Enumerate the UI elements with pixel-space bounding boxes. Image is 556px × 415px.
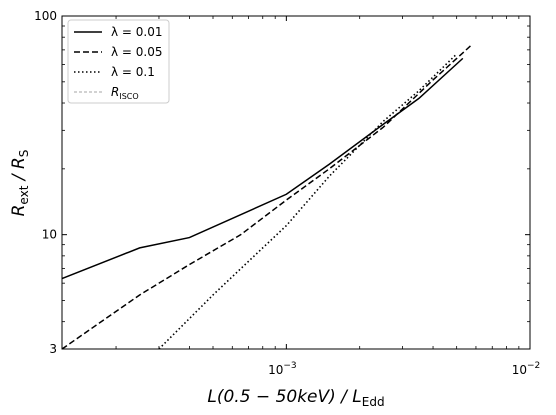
y-tick-label: 10 [42,228,57,242]
series-line-2 [61,45,472,350]
y-axis-label: Rext / RS [9,150,31,217]
ticks-layer: 10−3 10−2 3 10 100 [34,9,540,377]
legend-label-2: λ = 0.05 [111,45,163,59]
legend-label-1: λ = 0.01 [111,25,163,39]
y-tick-label: 3 [49,342,57,356]
plot-frame [61,15,531,350]
series-line-1 [61,57,464,280]
x-tick-label: 10−3 [268,361,297,377]
legend-label-3: λ = 0.1 [111,65,155,79]
legend-label-4: RISCO [111,85,139,101]
legend-box [67,19,170,104]
x-tick-label: 10−2 [512,361,541,377]
y-tick-label: 100 [34,9,57,23]
x-axis-label: L(0.5 − 50keV) / LEdd [207,387,384,409]
legend: λ = 0.01 λ = 0.05 λ = 0.1 RISCO [67,19,170,104]
series-line-3 [158,53,458,350]
